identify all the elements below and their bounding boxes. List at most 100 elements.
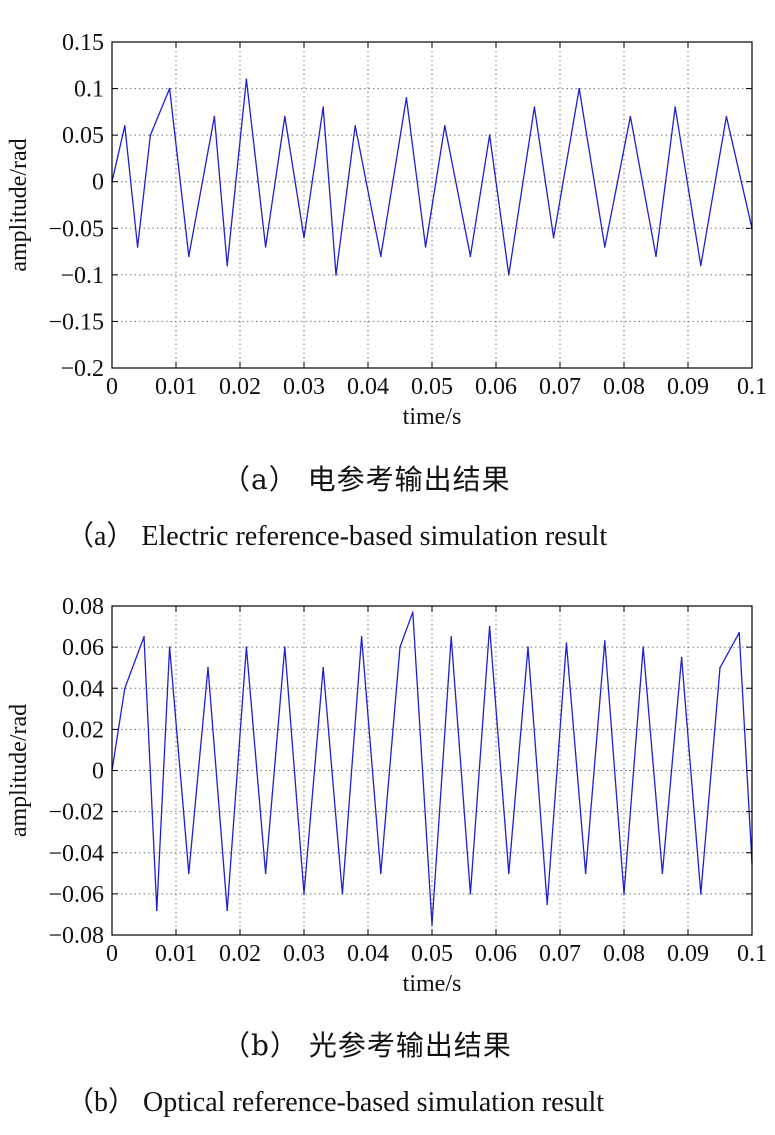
data-point-b — [245, 646, 248, 648]
y-tick-label-b: 0.08 — [62, 594, 104, 620]
data-point-b — [546, 903, 548, 905]
x-tick-label-b: 0.04 — [347, 941, 389, 967]
data-point-a — [136, 246, 139, 248]
y-tick-label-a: −0.1 — [60, 263, 104, 289]
data-point-a — [149, 134, 152, 136]
data-point-b — [226, 909, 228, 912]
data-point-a — [629, 115, 632, 118]
data-point-b — [584, 872, 587, 875]
series-line-a — [111, 78, 753, 276]
y-tick-label-b: 0 — [92, 759, 104, 785]
y-axis-label-a: amplitude/rad — [6, 138, 32, 271]
x-tick-label-a: 0.01 — [155, 374, 197, 400]
x-axis-label-a: time/s — [403, 404, 462, 430]
x-tick-label-a: 0.06 — [475, 374, 517, 400]
data-point-a — [604, 246, 606, 248]
data-point-b — [680, 656, 683, 659]
data-point-b — [738, 631, 740, 634]
data-point-a — [226, 264, 228, 267]
chart-a: 0 0.01 0.02 0.03 0.04 0.05 0.06 0.07 0.08 0.09 0.1… — [6, 30, 767, 430]
data-point-a — [405, 97, 408, 99]
data-point-b — [623, 893, 625, 895]
y-tick-label-a: 0.1 — [74, 77, 104, 103]
data-point-b — [431, 923, 433, 926]
data-point-b — [207, 666, 209, 669]
data-point-a — [700, 264, 702, 267]
y-tick-label-a: 0 — [92, 170, 104, 196]
data-point-b — [284, 646, 286, 648]
x-tick-label-b: 0.08 — [603, 941, 645, 967]
x-tick-label-a: 0.1 — [737, 374, 767, 400]
data-point-a — [655, 255, 657, 258]
data-point-a — [725, 115, 728, 118]
data-point-a — [552, 236, 555, 239]
figure-panel-b: 0 0.01 0.02 0.03 0.04 0.05 0.06 0.07 0.08 0.09 0.1… — [0, 568, 775, 1135]
data-point-a — [578, 87, 580, 90]
data-point-b — [604, 640, 606, 642]
data-point-b — [508, 872, 510, 875]
y-tick-label-a: −0.2 — [60, 356, 104, 382]
x-tick-label-a: 0.04 — [347, 374, 389, 400]
caption-a-english: （a） Electric reference-based simulation … — [66, 521, 608, 552]
x-tick-label-b: 0.05 — [411, 941, 453, 967]
y-tick-label-a: −0.05 — [48, 216, 104, 242]
data-point-b — [124, 687, 126, 690]
y-tick-label-b: −0.08 — [48, 923, 104, 949]
data-point-b — [380, 872, 382, 875]
data-point-b — [399, 646, 401, 648]
x-tick-label-b: 0.1 — [737, 941, 767, 967]
data-point-a — [488, 134, 491, 136]
data-point-b — [700, 893, 702, 895]
y-tick-label-b: −0.06 — [48, 882, 104, 908]
data-point-a — [354, 125, 357, 127]
y-tick-label-b: 0.04 — [62, 676, 104, 702]
data-point-a — [335, 274, 337, 276]
data-point-b — [412, 611, 414, 613]
data-point-a — [424, 246, 427, 248]
x-tick-label-a: 0.07 — [539, 374, 581, 400]
x-tick-label-b: 0.07 — [539, 941, 581, 967]
caption-b-english: （b） Optical reference-based simulation r… — [66, 1087, 605, 1118]
x-tick-label-b: 0.02 — [219, 941, 261, 967]
data-point-b — [168, 646, 171, 648]
series-line-b — [111, 611, 753, 926]
data-point-b — [527, 646, 529, 648]
data-point-b — [469, 893, 472, 895]
caption-a-chinese: （a） 电参考输出结果 — [222, 463, 511, 496]
figure-panel-a: 0 0.01 0.02 0.03 0.04 0.05 0.06 0.07 0.08 0.09 0.1… — [0, 0, 775, 560]
y-tick-label-a: 0.05 — [62, 123, 104, 149]
caption-b-chinese: （b） 光参考输出结果 — [222, 1029, 512, 1062]
data-point-b — [565, 642, 568, 644]
data-point-a — [533, 106, 536, 108]
y-tick-label-b: −0.02 — [48, 800, 104, 826]
data-point-a — [245, 78, 248, 81]
data-point-a — [213, 115, 216, 118]
data-point-a — [674, 106, 676, 108]
data-point-b — [719, 666, 721, 669]
data-point-b — [322, 666, 325, 669]
x-tick-label-a: 0.05 — [411, 374, 453, 400]
x-tick-label-a: 0.09 — [667, 374, 709, 400]
x-axis-label-b: time/s — [403, 971, 462, 997]
data-point-b — [642, 646, 644, 648]
x-tick-label-b: 0.06 — [475, 941, 517, 967]
data-point-a — [322, 106, 325, 108]
data-point-b — [450, 636, 453, 638]
data-point-b — [188, 872, 190, 875]
y-tick-label-b: 0.02 — [62, 717, 104, 743]
data-point-a — [303, 236, 305, 239]
x-tick-label-b: 0.01 — [155, 941, 197, 967]
data-point-b — [143, 636, 145, 638]
data-point-b — [156, 909, 158, 912]
data-point-a — [124, 125, 126, 127]
data-point-a — [380, 255, 382, 258]
data-point-b — [264, 872, 267, 875]
x-tick-label-a: 0 — [106, 374, 118, 400]
chart-b: 0 0.01 0.02 0.03 0.04 0.05 0.06 0.07 0.08 0.09 0.1… — [6, 594, 767, 997]
y-axis-label-b: amplitude/rad — [6, 704, 32, 837]
data-point-a — [508, 274, 510, 276]
x-tick-label-b: 0 — [106, 941, 118, 967]
x-tick-label-b: 0.03 — [283, 941, 325, 967]
y-tick-label-b: −0.04 — [48, 841, 104, 867]
data-point-b — [360, 636, 363, 638]
